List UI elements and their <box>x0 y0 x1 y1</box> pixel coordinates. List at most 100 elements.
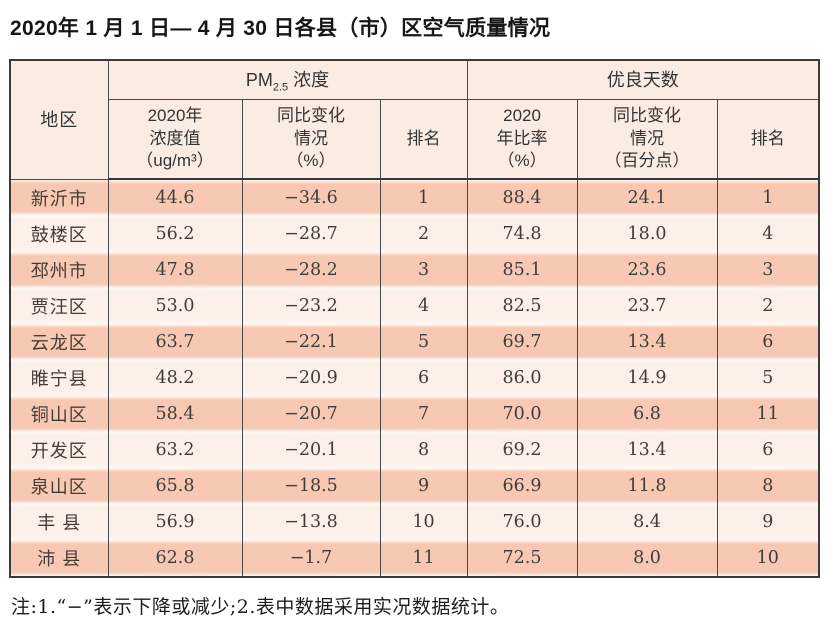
table-row: 新沂市 44.6 −34.6 1 88.4 24.1 1 <box>9 179 820 216</box>
value-cell: −22.1 <box>241 324 381 360</box>
value-cell: 9 <box>379 468 468 504</box>
table-row: 铜山区 58.4 −20.7 7 70.0 6.8 11 <box>9 396 820 432</box>
table-row: 鼓楼区 56.2 −28.7 2 74.8 18.0 4 <box>9 216 820 252</box>
table-row: 丰 县 56.9 −13.8 10 76.0 8.4 9 <box>9 504 820 540</box>
value-cell: 58.4 <box>107 396 243 432</box>
value-cell: −20.7 <box>241 396 381 432</box>
value-cell: 62.8 <box>107 540 243 577</box>
footnote: 注:1.“−”表示下降或减少;2.表中数据采用实况数据统计。 <box>11 596 510 618</box>
col-group-good-days: 优良天数 <box>466 59 820 100</box>
value-cell: 8.4 <box>576 504 718 540</box>
value-cell: 5 <box>716 360 820 396</box>
pm25-label-rest: 浓度 <box>288 69 330 90</box>
region-cell: 新沂市 <box>9 179 109 216</box>
value-cell: 85.1 <box>466 252 578 288</box>
pm25-label-base: PM <box>245 69 273 90</box>
value-cell: 86.0 <box>466 360 578 396</box>
value-cell: 7 <box>379 396 468 432</box>
value-cell: 18.0 <box>576 216 718 252</box>
region-cell: 开发区 <box>9 432 109 468</box>
value-cell: −20.9 <box>241 360 381 396</box>
value-cell: 11 <box>379 540 468 577</box>
value-cell: 23.7 <box>576 288 718 324</box>
table-row: 开发区 63.2 −20.1 8 69.2 13.4 6 <box>9 432 820 468</box>
value-cell: 63.7 <box>107 324 243 360</box>
region-cell: 贾汪区 <box>9 288 109 324</box>
value-cell: 65.8 <box>107 468 243 504</box>
value-cell: 4 <box>716 216 820 252</box>
value-cell: 23.6 <box>576 252 718 288</box>
col-header-pm-change: 同比变化 情况 （%） <box>241 99 381 180</box>
value-cell: 72.5 <box>466 540 578 577</box>
value-cell: 10 <box>716 540 820 577</box>
region-cell: 邳州市 <box>9 252 109 288</box>
value-cell: 8.0 <box>576 540 718 577</box>
region-cell: 睢宁县 <box>9 360 109 396</box>
region-cell: 铜山区 <box>9 396 109 432</box>
col-header-good-change: 同比变化 情况 （百分点） <box>576 99 718 180</box>
col-header-region: 地区 <box>9 59 109 180</box>
value-cell: 70.0 <box>466 396 578 432</box>
page-title: 2020年 1 月 1 日— 4 月 30 日各县（市）区空气质量情况 <box>10 17 551 40</box>
value-cell: 47.8 <box>107 252 243 288</box>
value-cell: 6.8 <box>576 396 718 432</box>
value-cell: 6 <box>716 432 820 468</box>
value-cell: 69.2 <box>466 432 578 468</box>
value-cell: 56.9 <box>107 504 243 540</box>
value-cell: 5 <box>379 324 468 360</box>
value-cell: 8 <box>379 432 468 468</box>
value-cell: 3 <box>716 252 820 288</box>
value-cell: 2 <box>716 288 820 324</box>
value-cell: −34.6 <box>241 179 381 216</box>
value-cell: −20.1 <box>241 432 381 468</box>
value-cell: 76.0 <box>466 504 578 540</box>
value-cell: 11 <box>716 396 820 432</box>
value-cell: 66.9 <box>466 468 578 504</box>
value-cell: −23.2 <box>241 288 381 324</box>
value-cell: 88.4 <box>466 179 578 216</box>
value-cell: −28.2 <box>241 252 381 288</box>
value-cell: 4 <box>379 288 468 324</box>
value-cell: 13.4 <box>576 324 718 360</box>
table-row: 泉山区 65.8 −18.5 9 66.9 11.8 8 <box>9 468 820 504</box>
col-group-pm25: PM2.5 浓度 <box>107 59 468 100</box>
pm25-label-subscript: 2.5 <box>272 81 289 94</box>
col-header-pm-rank: 排名 <box>379 99 468 180</box>
table-row: 邳州市 47.8 −28.2 3 85.1 23.6 3 <box>9 252 820 288</box>
value-cell: 2 <box>379 216 468 252</box>
value-cell: 1 <box>379 179 468 216</box>
value-cell: −1.7 <box>241 540 381 577</box>
value-cell: 48.2 <box>107 360 243 396</box>
value-cell: 6 <box>379 360 468 396</box>
value-cell: 11.8 <box>576 468 718 504</box>
value-cell: 14.9 <box>576 360 718 396</box>
value-cell: −18.5 <box>241 468 381 504</box>
table-header: 地区 PM2.5 浓度 优良天数 2020年 浓度值 （ug/m³） 同比变化 … <box>9 59 820 180</box>
region-cell: 云龙区 <box>9 324 109 360</box>
value-cell: 3 <box>379 252 468 288</box>
value-cell: 8 <box>716 468 820 504</box>
col-header-good-rank: 排名 <box>716 99 820 180</box>
value-cell: 1 <box>716 179 820 216</box>
table-row: 睢宁县 48.2 −20.9 6 86.0 14.9 5 <box>9 360 820 396</box>
value-cell: 6 <box>716 324 820 360</box>
value-cell: 69.7 <box>466 324 578 360</box>
table-row: 贾汪区 53.0 −23.2 4 82.5 23.7 2 <box>9 288 820 324</box>
value-cell: 56.2 <box>107 216 243 252</box>
air-quality-table: 地区 PM2.5 浓度 优良天数 2020年 浓度值 （ug/m³） 同比变化 … <box>9 59 821 578</box>
region-cell: 丰 县 <box>9 504 109 540</box>
table-body: 新沂市 44.6 −34.6 1 88.4 24.1 1 鼓楼区 56.2 −28.7 2 74.8 1… <box>9 179 820 577</box>
value-cell: 10 <box>379 504 468 540</box>
value-cell: 63.2 <box>107 432 243 468</box>
col-header-good-ratio: 2020 年比率 （%） <box>466 99 578 180</box>
value-cell: 53.0 <box>107 288 243 324</box>
value-cell: 74.8 <box>466 216 578 252</box>
region-cell: 沛 县 <box>9 540 109 577</box>
table-row: 沛 县 62.8 −1.7 11 72.5 8.0 10 <box>9 540 820 577</box>
value-cell: 9 <box>716 504 820 540</box>
value-cell: 13.4 <box>576 432 718 468</box>
region-cell: 泉山区 <box>9 468 109 504</box>
value-cell: −13.8 <box>241 504 381 540</box>
table-row: 云龙区 63.7 −22.1 5 69.7 13.4 6 <box>9 324 820 360</box>
value-cell: 44.6 <box>107 179 243 216</box>
